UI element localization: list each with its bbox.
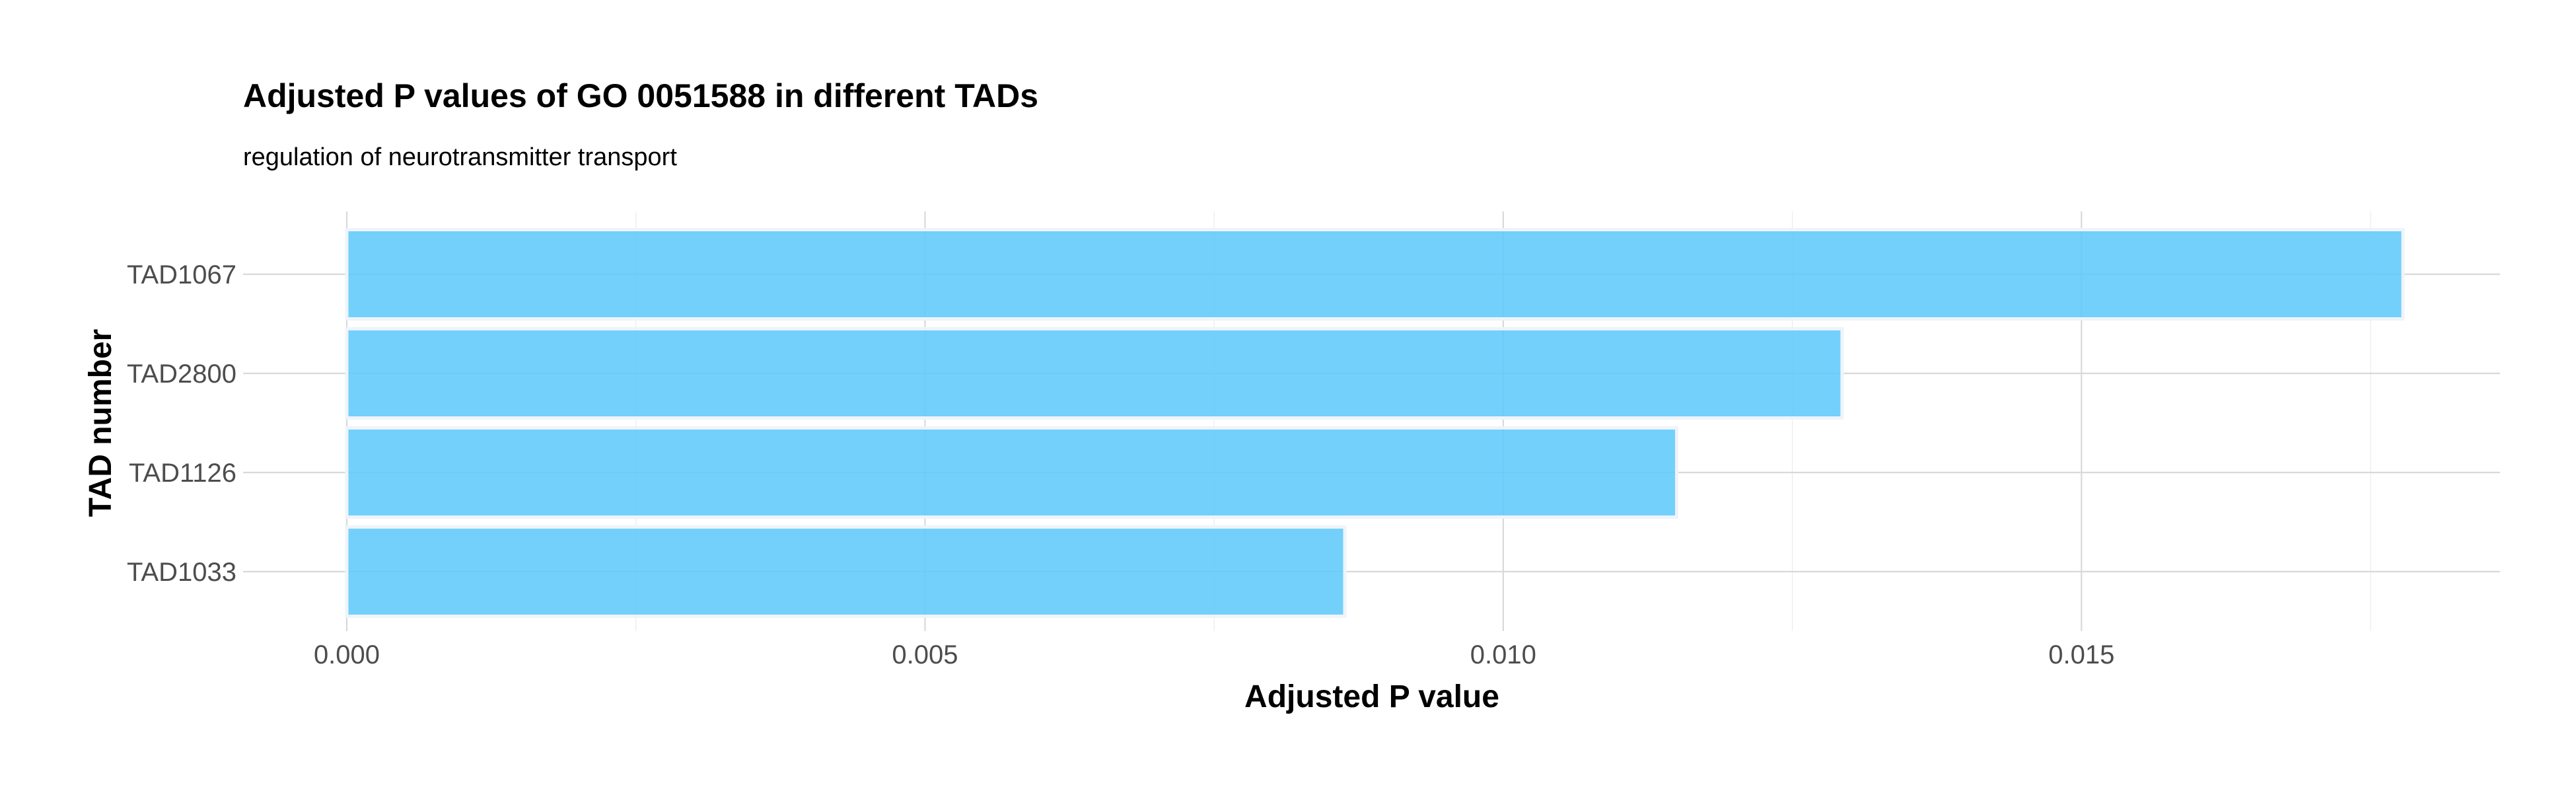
chart-subtitle: regulation of neurotransmitter transport — [243, 143, 677, 171]
x-tick-label: 0.000 — [314, 640, 380, 669]
x-tick-label: 0.005 — [892, 640, 958, 669]
y-tick-label: TAD1033 — [127, 558, 236, 587]
bar-tad1067 — [345, 228, 2405, 321]
x-tick-label: 0.015 — [2048, 640, 2114, 669]
chart-title: Adjusted P values of GO 0051588 in diffe… — [243, 77, 1038, 114]
y-tick-label: TAD1126 — [129, 459, 236, 488]
y-tick-label: TAD2800 — [127, 359, 236, 389]
y-axis-title: TAD number — [83, 329, 118, 517]
bar-tad1126 — [345, 426, 1678, 519]
x-tick-label: 0.010 — [1470, 640, 1536, 669]
x-axis-title: Adjusted P value — [1244, 679, 1499, 714]
x-axis-tick-labels: 0.000 0.005 0.010 0.015 — [314, 640, 2114, 669]
y-axis-tick-labels: TAD1067 TAD2800 TAD1126 TAD1033 — [127, 260, 236, 587]
bar-tad1033 — [345, 525, 1347, 618]
bars — [345, 228, 2405, 618]
bar-tad2800 — [345, 327, 1844, 420]
y-tick-label: TAD1067 — [127, 260, 236, 289]
